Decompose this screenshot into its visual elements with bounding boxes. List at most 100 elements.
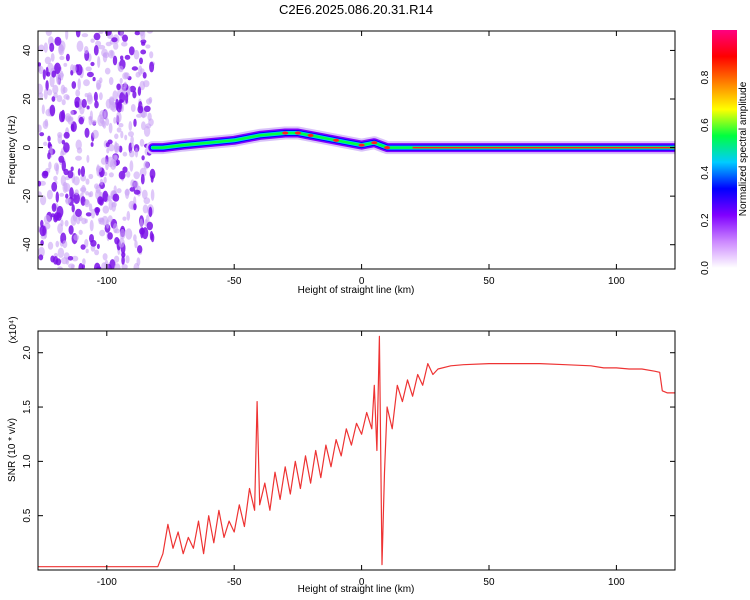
spectrogram-noise-point: [83, 79, 90, 87]
spectrogram-noise-point: [44, 56, 52, 65]
spectrogram-noise-point: [116, 188, 122, 194]
spectrogram-noise-point: [130, 104, 136, 112]
spectrogram-noise-point: [65, 31, 69, 40]
spectrogram-noise-point: [41, 104, 45, 115]
spectrogram-noise-point: [95, 207, 100, 216]
spectrogram-noise-point: [84, 93, 89, 98]
spectrogram-noise-point: [47, 89, 53, 96]
spectrogram-noise-point: [96, 243, 100, 250]
spectrogram-noise-point: [38, 44, 45, 52]
spectrogram-noise-point: [75, 31, 81, 38]
spectrogram-noise-point: [134, 31, 141, 36]
spectrogram-noise-point: [98, 44, 106, 50]
spectrogram-noise-point: [52, 84, 59, 95]
spectrogram-noise-point: [148, 206, 153, 218]
spectrogram-marks: [38, 31, 675, 269]
spectrogram-noise-point: [59, 55, 65, 61]
spectrogram-noise-point: [139, 138, 145, 147]
snr-x-tick-label: 50: [483, 577, 495, 588]
spectrogram-noise-point: [55, 191, 59, 203]
snr-series-line: [38, 335, 675, 568]
spectrogram-noise-point: [65, 198, 71, 205]
colorbar-gradient: [712, 30, 737, 268]
spectrogram-noise-point: [108, 144, 115, 152]
spectrogram-noise-point: [105, 219, 110, 229]
spectrogram-noise-point: [88, 116, 93, 121]
spectrogram-noise-point: [57, 223, 63, 234]
spectrogram-noise-point: [132, 90, 137, 99]
spectrogram-noise-point: [150, 175, 154, 183]
spectrogram-noise-point: [143, 125, 151, 137]
spectrogram-noise-point: [140, 31, 146, 41]
colorbar-label: Normalized spectral amplitude: [738, 81, 749, 216]
snr-y-tick-label: 1.0: [22, 454, 33, 468]
spectrogram-noise-point: [73, 192, 80, 204]
spectrogram-noise-point: [108, 96, 115, 106]
spectrogram-noise-point: [149, 61, 155, 73]
spectrogram-noise-point: [124, 189, 130, 196]
spectrogram-noise-point: [85, 66, 92, 72]
spectrogram-x-tick-label: -50: [227, 276, 242, 287]
spectrogram-noise-point: [109, 259, 116, 269]
spectrogram-noise-point: [94, 100, 99, 109]
spectrogram-noise-point: [81, 217, 87, 225]
spectrogram-noise-point: [38, 191, 42, 197]
spectrogram-noise-point: [77, 168, 81, 176]
spectrogram-noise-point: [99, 229, 106, 237]
spectrogram-x-tick-label: 50: [483, 276, 495, 287]
spectrogram-noise-point: [143, 105, 151, 113]
spectrogram-noise-point: [130, 135, 134, 145]
spectrogram-noise-point: [89, 191, 94, 198]
spectrogram-y-tick-label: 20: [22, 93, 33, 105]
spectrogram-noise-point: [51, 203, 57, 212]
spectrogram-noise-point: [133, 49, 140, 60]
spectrogram-noise-point: [73, 234, 80, 241]
spectrogram-noise-point: [137, 86, 142, 96]
spectrogram-noise-point: [83, 46, 89, 54]
spectrogram-noise-point: [85, 248, 89, 254]
spectrogram-noise-point: [125, 255, 130, 264]
spectrogram-noise-point: [82, 258, 86, 266]
spectrogram-noise-point: [47, 241, 54, 250]
spectrogram-noise-point: [93, 32, 101, 41]
spectrogram-noise-point: [84, 199, 90, 208]
spectrogram-noise-point: [49, 104, 56, 117]
spectrogram-noise-point: [71, 204, 75, 213]
spectrogram-noise-point: [45, 31, 52, 36]
spectrogram-noise-point: [118, 100, 122, 110]
spectrogram-noise-point: [38, 62, 41, 67]
colorbar-tick-label: 0.4: [700, 165, 711, 179]
spectrogram-noise-point: [123, 81, 127, 89]
spectrogram-noise-point: [129, 160, 134, 172]
spectrogram-noise-point: [124, 72, 130, 79]
spectrogram-noise-point: [107, 232, 113, 240]
spectrogram-noise-point: [118, 123, 124, 128]
spectrogram-noise-point: [63, 131, 70, 139]
spectrogram-noise-point: [80, 244, 86, 250]
colorbar: 0.0 0.2 0.4 0.6 0.8 Normalized spectral ampl…: [700, 30, 749, 275]
spectrogram-noise-point: [45, 66, 49, 77]
spectrogram-noise-point: [111, 37, 118, 43]
spectrogram-noise-point: [55, 164, 59, 175]
spectrogram-noise-point: [103, 176, 107, 184]
spectrogram-noise-point: [79, 98, 83, 109]
spectrogram-noise-point: [67, 170, 74, 179]
spectrogram-noise-point: [113, 42, 119, 50]
spectrogram-noise-point: [98, 31, 104, 35]
spectrogram-noise-point: [114, 228, 121, 234]
spectrogram-noise-point: [141, 189, 148, 200]
spectrogram-noise-point: [68, 225, 74, 235]
spectrogram-noise-point: [81, 33, 89, 38]
spectrogram-noise-point: [75, 89, 81, 97]
spectrogram-noise-point: [102, 190, 109, 202]
snr-x-tick-label: 0: [359, 577, 365, 588]
spectrogram-noise-point: [96, 266, 102, 269]
colorbar-tick-label: 0.0: [700, 261, 711, 275]
spectrogram-noise-point: [146, 221, 153, 231]
spectrogram-noise-point: [90, 61, 95, 67]
spectrogram-noise-point: [53, 255, 59, 265]
snr-x-label: Height of straight line (km): [298, 584, 415, 595]
spectrogram-noise-point: [142, 204, 149, 214]
spectrogram-noise-point: [61, 109, 66, 122]
